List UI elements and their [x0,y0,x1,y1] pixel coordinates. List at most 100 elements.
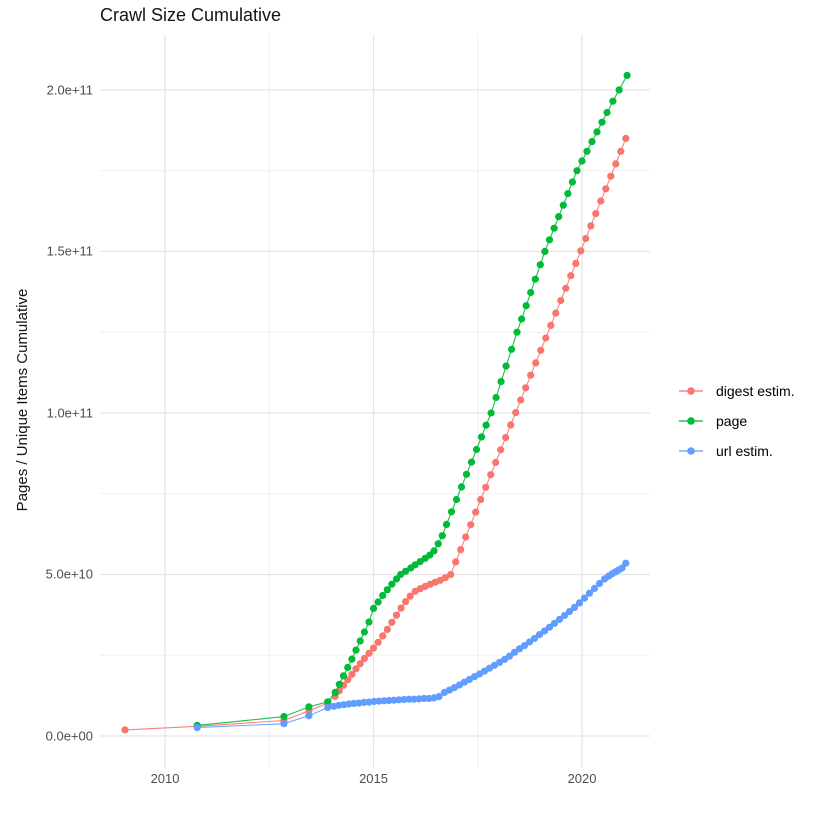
data-point-digest-estim [612,160,620,168]
data-point-digest-estim [532,359,540,367]
data-point-page [550,224,558,232]
data-point-page [502,362,510,370]
data-point-url-estim [305,712,313,720]
legend-label: digest estim. [716,383,795,399]
data-point-page [452,495,461,504]
data-point-page [348,655,356,663]
legend-key-icon [679,447,703,455]
data-point-page [578,157,586,165]
data-point-url-estim [525,638,534,646]
data-point-page [383,586,391,594]
data-point-url-estim [405,695,413,703]
data-point-page [430,547,438,555]
data-point-page [508,345,516,353]
data-point-digest-estim [487,471,495,479]
data-point-digest-estim [557,296,565,305]
data-point-page [324,698,332,706]
legend-key-point [687,417,695,425]
data-point-page [588,138,596,146]
data-point-url-estim [505,652,514,660]
data-point-url-estim [575,599,584,607]
data-point-digest-estim [406,592,414,600]
x-tick-label: 2020 [567,771,597,786]
data-point-url-estim [540,627,549,635]
chart-title: Crawl Size Cumulative [100,5,282,25]
data-point-page [472,445,481,454]
data-point-digest-estim [522,384,530,392]
data-point-page [344,663,352,672]
data-point-page [365,618,373,626]
data-point-page [559,201,567,209]
data-point-url-estim [545,623,554,631]
data-point-page [615,86,623,94]
data-point-url-estim [535,631,544,639]
data-point-digest-estim [622,134,630,142]
data-point-page [374,598,382,606]
data-point-url-estim [590,584,599,593]
data-point-digest-estim [388,618,396,626]
y-axis-title: Pages / Unique Items Cumulative [14,288,31,512]
data-point-digest-estim [352,665,360,673]
data-point-url-estim [550,619,559,627]
data-point-page [564,190,572,198]
data-point-digest-estim [517,396,525,404]
data-point-digest-estim [592,210,600,218]
data-point-digest-estim [467,521,475,529]
y-tick-label: 5.0e+10 [45,566,93,582]
data-point-page [531,275,539,283]
data-point-page [356,637,364,645]
data-point-page [518,315,526,323]
data-point-page [522,302,530,310]
y-tick-label: 1.0e+11 [46,405,93,421]
y-tick-label: 2.0e+11 [46,82,93,98]
data-point-digest-estim [577,247,585,255]
data-point-page [438,532,446,540]
data-point-url-estim [193,724,201,732]
data-point-digest-estim [452,558,460,566]
data-point-page [447,508,456,516]
data-point-url-estim [420,694,428,703]
data-point-page [482,421,490,429]
data-point-digest-estim [497,446,505,454]
data-point-digest-estim [547,321,555,329]
data-point-digest-estim [602,185,610,193]
series-line-page [197,75,628,726]
x-tick-label: 2015 [359,771,388,786]
data-point-digest-estim [537,346,545,354]
plot-panel [100,35,650,768]
data-point-page [442,520,451,528]
data-point-digest-estim [607,172,615,180]
data-point-digest-estim [392,611,401,619]
data-point-digest-estim [397,604,405,612]
data-point-digest-estim [552,309,560,317]
data-point-digest-estim [482,483,490,491]
data-point-url-estim [360,698,368,707]
data-point-digest-estim [383,625,391,634]
data-point-digest-estim [374,638,382,646]
data-point-digest-estim [462,533,470,541]
data-point-page [379,591,387,600]
legend-label: page [716,413,748,429]
data-point-url-estim [530,634,539,643]
data-point-page [487,409,495,417]
data-point-digest-estim [121,726,129,734]
data-point-digest-estim [502,433,510,442]
data-point-page [477,433,486,441]
data-point-page [335,680,343,688]
data-point-url-estim [585,589,594,597]
data-point-page [352,646,360,654]
data-point-page [541,247,549,255]
data-point-page [305,703,313,711]
data-point-digest-estim [369,644,378,652]
data-point-page [555,213,563,221]
data-point-page [598,118,606,126]
data-point-url-estim [570,603,579,612]
data-point-digest-estim [402,598,410,606]
y-tick-label: 1.5e+11 [46,243,93,259]
data-point-page [457,483,466,491]
legend-label: url estim. [716,443,773,459]
data-point-digest-estim [472,508,480,516]
legend-key-icon [679,417,703,425]
data-point-page [402,567,410,575]
legend-key-icon [679,387,703,395]
